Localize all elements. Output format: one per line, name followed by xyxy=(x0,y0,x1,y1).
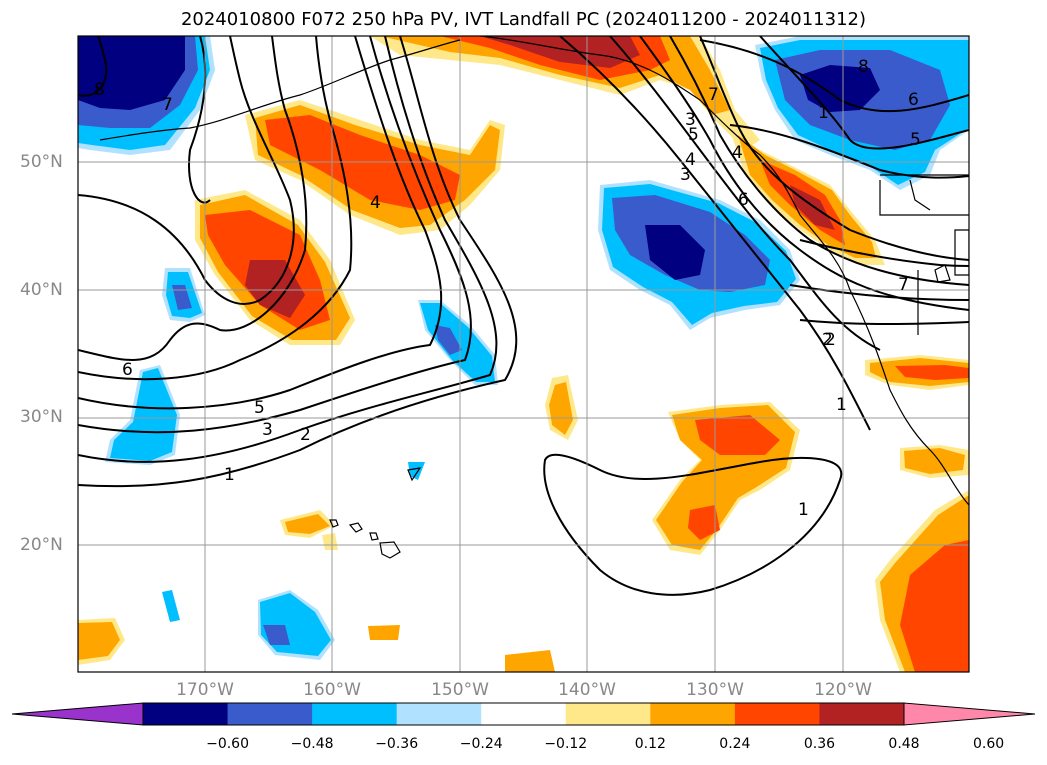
contour-label: 8 xyxy=(858,57,869,77)
lon-label: 130°W xyxy=(686,680,744,700)
contour-label: 8 xyxy=(94,80,105,100)
colorbar-segment xyxy=(734,703,820,725)
lon-label: 170°W xyxy=(176,680,234,700)
colorbar-tick-label: −0.36 xyxy=(375,736,419,752)
contour-label: 2 xyxy=(300,425,311,445)
colorbar-segment xyxy=(650,703,736,725)
contour-label: 1 xyxy=(798,500,809,520)
contour-label: 5 xyxy=(688,125,699,145)
colorbar-segment xyxy=(819,703,905,725)
contour-label: 1 xyxy=(836,395,847,415)
contour-label: 3 xyxy=(685,110,696,130)
coastlines xyxy=(99,36,969,559)
contour-label: 1 xyxy=(818,103,829,123)
graticule xyxy=(78,36,969,672)
map-title: 2024010800 F072 250 hPa PV, IVT Landfall… xyxy=(180,9,867,30)
colorbar-tick-label: −0.60 xyxy=(206,736,249,752)
contour-label: 6 xyxy=(738,190,749,210)
colorbar-segment xyxy=(396,703,482,725)
contour-label: 7 xyxy=(162,95,173,115)
contour-label: 4 xyxy=(685,150,696,170)
contour-label: 3 xyxy=(262,420,273,440)
colorbar-tick-label: −0.12 xyxy=(544,736,588,752)
lat-label: 40°N xyxy=(20,280,63,300)
contour-label: 2 xyxy=(825,330,836,350)
negative-anomaly-shading xyxy=(78,36,969,660)
colorbar-tick-label: 0.24 xyxy=(719,736,751,752)
lon-label: 160°W xyxy=(303,680,361,700)
colorbar-tick-label: 0.60 xyxy=(972,736,1005,752)
colorbar-tick-label: −0.24 xyxy=(459,736,503,752)
colorbar-tick-label: 0.12 xyxy=(634,736,666,752)
colorbar-segment xyxy=(312,703,398,725)
pv-contours xyxy=(78,36,969,596)
contour-label: 1 xyxy=(224,465,235,485)
contour-label: 5 xyxy=(910,130,921,150)
contour-label: 3 xyxy=(680,165,691,185)
contour-label-group: 8 7 6 5 4 3 2 1 4 3 2 5 6 7 1 6 5 4 3 2 … xyxy=(94,57,921,520)
lon-label: 150°W xyxy=(431,680,489,700)
colorbar-tick-label: 0.36 xyxy=(803,736,836,752)
contour-label: 4 xyxy=(370,193,381,213)
positive-anomaly-shading xyxy=(78,36,969,672)
contour-label: 6 xyxy=(908,90,919,110)
colorbar-extend-high xyxy=(904,703,1035,725)
contour-label: 2 xyxy=(822,330,833,350)
colorbar-segment xyxy=(481,703,567,725)
contour-label: 5 xyxy=(254,398,265,418)
lat-label: 20°N xyxy=(20,535,63,555)
map-plot: 8 7 6 5 4 3 2 1 4 3 2 5 6 7 1 6 5 4 3 2 … xyxy=(77,35,970,673)
lon-label: 120°W xyxy=(814,680,872,700)
colorbar-segment xyxy=(143,703,229,725)
contour-label: 4 xyxy=(732,143,743,163)
plot-frame xyxy=(77,35,970,673)
lat-label: 50°N xyxy=(20,152,63,172)
colorbar-segment xyxy=(227,703,313,725)
contour-label: 7 xyxy=(898,275,909,295)
lon-label: 140°W xyxy=(558,680,616,700)
contour-label: 6 xyxy=(122,360,133,380)
colorbar-tick-label: 0.48 xyxy=(888,736,920,752)
colorbar-tick-label: −0.48 xyxy=(290,736,334,752)
lat-label: 30°N xyxy=(20,407,63,427)
colorbar-segment xyxy=(565,703,651,725)
colorbar-extend-low xyxy=(12,703,143,725)
contour-label: 7 xyxy=(708,85,719,105)
